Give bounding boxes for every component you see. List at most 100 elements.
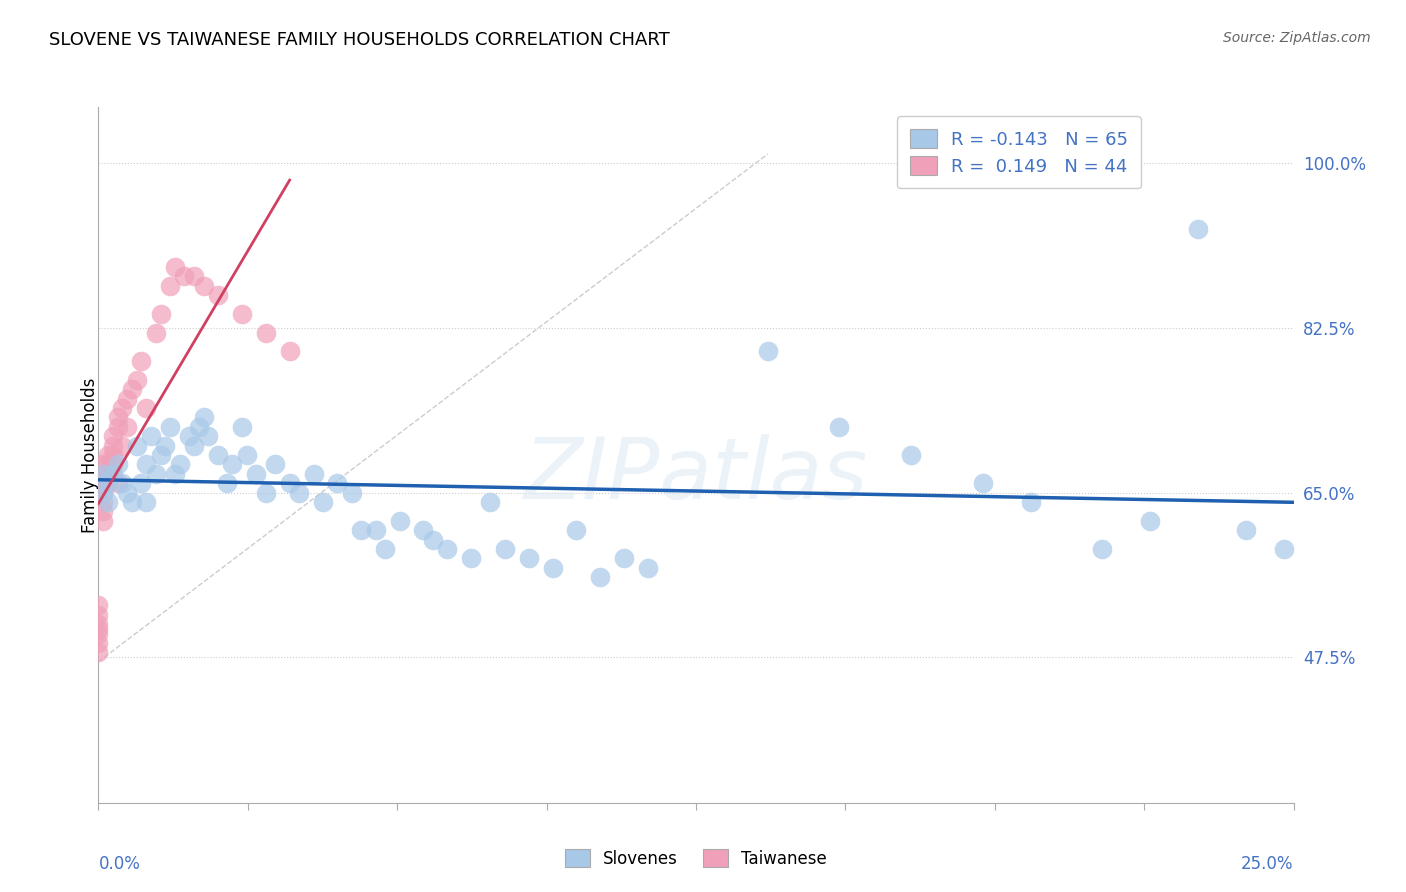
Slovenes [1091,541,1114,556]
Slovenes [155,438,177,452]
Taiwanese [97,476,120,491]
Text: SLOVENE VS TAIWANESE FAMILY HOUSEHOLDS CORRELATION CHART: SLOVENE VS TAIWANESE FAMILY HOUSEHOLDS C… [49,31,671,49]
Slovenes [97,476,120,491]
Taiwanese [87,599,110,613]
Taiwanese [87,622,110,636]
Slovenes [517,551,540,566]
Slovenes [374,541,396,556]
Slovenes [1139,514,1161,528]
Slovenes [637,560,659,574]
Slovenes [613,551,636,566]
Taiwanese [87,626,110,640]
Slovenes [159,419,181,434]
Slovenes [207,448,229,462]
Slovenes [131,476,153,491]
Slovenes [1234,523,1257,537]
Slovenes [302,467,325,481]
Slovenes [288,485,311,500]
Slovenes [139,429,162,443]
Slovenes [121,495,143,509]
Slovenes [312,495,335,509]
Taiwanese [91,514,114,528]
Slovenes [340,485,363,500]
Slovenes [565,523,588,537]
Legend: Slovenes, Taiwanese: Slovenes, Taiwanese [558,842,834,874]
Slovenes [756,344,779,359]
Taiwanese [278,344,301,359]
Taiwanese [87,617,110,632]
Slovenes [412,523,434,537]
Slovenes [422,533,444,547]
Taiwanese [111,438,134,452]
Text: 25.0%: 25.0% [1241,855,1294,872]
Slovenes [169,458,191,472]
Taiwanese [131,354,153,368]
Slovenes [436,541,458,556]
Slovenes [91,485,114,500]
Taiwanese [115,419,138,434]
Slovenes [217,476,239,491]
Slovenes [494,541,516,556]
Slovenes [115,485,138,500]
Slovenes [245,467,267,481]
Taiwanese [87,645,110,659]
Text: Source: ZipAtlas.com: Source: ZipAtlas.com [1223,31,1371,45]
Slovenes [193,410,215,425]
Taiwanese [125,373,148,387]
Taiwanese [91,458,114,472]
Slovenes [163,467,186,481]
Slovenes [149,448,172,462]
Taiwanese [135,401,157,415]
Slovenes [479,495,502,509]
Slovenes [254,485,277,500]
Taiwanese [254,326,277,340]
Slovenes [828,419,851,434]
Taiwanese [207,288,229,302]
Slovenes [364,523,387,537]
Taiwanese [173,269,195,284]
Taiwanese [91,467,114,481]
Slovenes [179,429,201,443]
Slovenes [135,495,157,509]
Slovenes [145,467,167,481]
Slovenes [197,429,219,443]
Taiwanese [97,467,120,481]
Taiwanese [107,476,129,491]
Taiwanese [111,401,134,415]
Slovenes [187,419,209,434]
Slovenes [900,448,922,462]
Taiwanese [107,419,129,434]
Slovenes [91,467,114,481]
Slovenes [135,458,157,472]
Taiwanese [91,476,114,491]
Slovenes [231,419,253,434]
Taiwanese [163,260,186,274]
Taiwanese [91,504,114,518]
Taiwanese [183,269,205,284]
Slovenes [125,438,148,452]
Slovenes [972,476,994,491]
Taiwanese [97,458,120,472]
Slovenes [541,560,564,574]
Taiwanese [193,278,215,293]
Slovenes [264,458,287,472]
Taiwanese [87,607,110,622]
Slovenes [107,458,129,472]
Taiwanese [101,458,124,472]
Slovenes [326,476,349,491]
Taiwanese [107,410,129,425]
Slovenes [278,476,301,491]
Slovenes [1187,222,1209,236]
Taiwanese [149,307,172,321]
Slovenes [1272,541,1295,556]
Slovenes [101,467,124,481]
Slovenes [460,551,482,566]
Taiwanese [231,307,253,321]
Slovenes [97,495,120,509]
Y-axis label: Family Households: Family Households [82,377,98,533]
Taiwanese [121,382,143,396]
Slovenes [235,448,257,462]
Taiwanese [97,448,120,462]
Slovenes [111,476,134,491]
Taiwanese [145,326,167,340]
